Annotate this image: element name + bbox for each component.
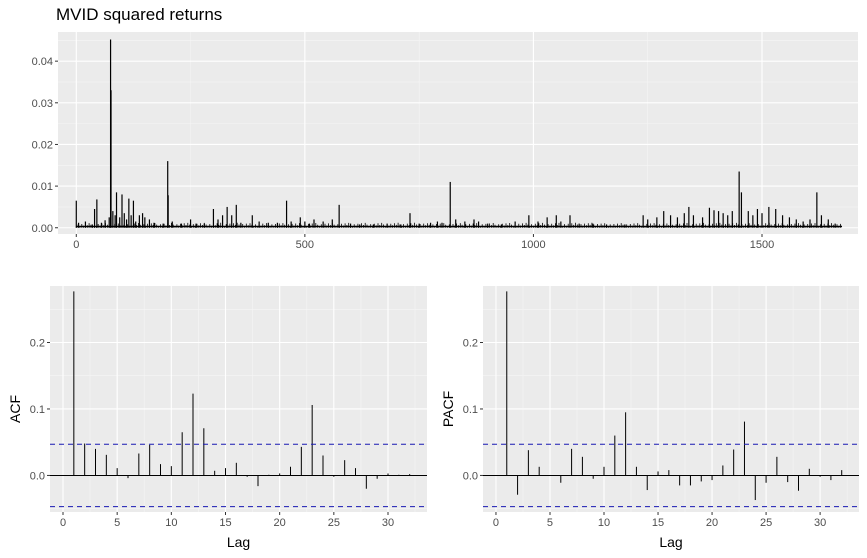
y-tick-label: 0.01: [32, 181, 53, 193]
x-tick-label: 0: [73, 239, 79, 251]
y-tick-label: 0.00: [32, 223, 53, 235]
plot-background: [483, 286, 859, 512]
panel-0: 0 500 1000 1500 0.00 0.01 0.02 0.03 0.04: [32, 32, 858, 251]
x-tick-label: 20: [274, 517, 286, 529]
plot-background: [58, 32, 858, 234]
y-tick-label: 0.04: [32, 56, 53, 68]
plot-background: [50, 286, 427, 512]
y-axis-label: ACF: [7, 395, 23, 423]
y-axis-label: PACF: [440, 391, 456, 427]
y-tick-label: 0.02: [32, 139, 53, 151]
y-tick-label: 0.2: [463, 338, 478, 350]
x-axis-label: Lag: [659, 534, 682, 550]
x-tick-label: 5: [114, 517, 120, 529]
x-tick-label: 30: [814, 517, 826, 529]
y-tick-label: 0.0: [30, 470, 45, 482]
x-tick-label: 15: [219, 517, 231, 529]
x-tick-label: 0: [60, 517, 66, 529]
y-tick-label: 0.1: [463, 404, 478, 416]
x-tick-label: 0: [493, 517, 499, 529]
x-axis-label: Lag: [227, 534, 250, 550]
x-tick-label: 500: [296, 239, 314, 251]
y-tick-label: 0.1: [30, 404, 45, 416]
x-tick-label: 15: [652, 517, 664, 529]
x-tick-label: 30: [382, 517, 394, 529]
y-tick-label: 0.2: [30, 338, 45, 350]
y-tick-label: 0.03: [32, 98, 53, 110]
x-tick-label: 10: [598, 517, 610, 529]
x-tick-label: 10: [165, 517, 177, 529]
panel-1: 0 5 10 15 20 25 30 0.0 0.1 0.2 Lag ACF: [7, 286, 427, 550]
chart-title: MVID squared returns: [56, 5, 223, 24]
x-tick-label: 25: [760, 517, 772, 529]
x-tick-label: 1000: [521, 239, 545, 251]
series-noise: [75, 222, 841, 228]
x-tick-label: 5: [547, 517, 553, 529]
y-tick-label: 0.0: [463, 470, 478, 482]
x-tick-label: 25: [328, 517, 340, 529]
x-tick-label: 20: [706, 517, 718, 529]
panel-2: 0 5 10 15 20 25 30 0.0 0.1 0.2 Lag PACF: [440, 286, 859, 550]
x-tick-label: 1500: [750, 239, 774, 251]
